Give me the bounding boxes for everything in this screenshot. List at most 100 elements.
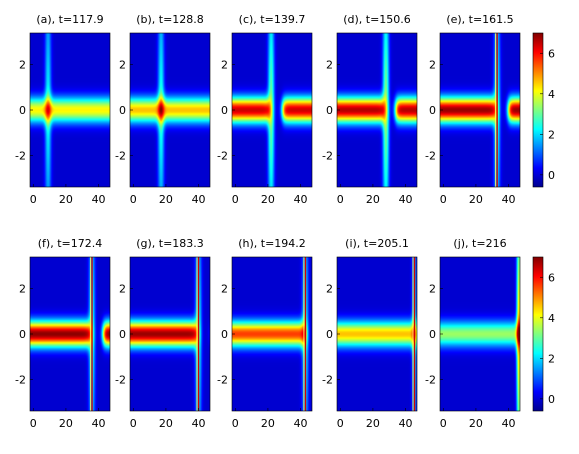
x-tick-label: 20 bbox=[159, 193, 173, 206]
x-tick-label: 40 bbox=[294, 193, 308, 206]
x-tick-label: 20 bbox=[59, 417, 73, 430]
y-tick-label: 2 bbox=[326, 283, 333, 296]
colorbar-tick-label: 4 bbox=[548, 88, 555, 101]
y-tick-label: -2 bbox=[115, 149, 126, 162]
panel-title: (a), t=117.9 bbox=[36, 13, 103, 26]
y-tick-label: -2 bbox=[322, 373, 333, 386]
y-tick-label: 0 bbox=[326, 328, 333, 341]
y-tick-label: -2 bbox=[217, 149, 228, 162]
y-tick-label: 2 bbox=[119, 283, 126, 296]
y-tick-label: 2 bbox=[429, 283, 436, 296]
x-tick-label: 20 bbox=[261, 417, 275, 430]
colorbar-tick-label: 2 bbox=[548, 352, 555, 365]
y-tick-label: 0 bbox=[221, 104, 228, 117]
heatmap-image bbox=[337, 33, 417, 187]
panel-title: (b), t=128.8 bbox=[136, 13, 204, 26]
y-tick-label: 0 bbox=[119, 328, 126, 341]
colorbar-tick-label: 6 bbox=[548, 47, 555, 60]
x-tick-label: 40 bbox=[399, 417, 413, 430]
x-tick-label: 20 bbox=[366, 193, 380, 206]
y-tick-label: 2 bbox=[19, 59, 26, 72]
y-tick-label: 0 bbox=[221, 328, 228, 341]
y-tick-label: 2 bbox=[221, 283, 228, 296]
y-tick-label: -2 bbox=[425, 149, 436, 162]
colorbar: 0 2 4 6 bbox=[533, 257, 555, 411]
x-tick-label: 0 bbox=[130, 417, 137, 430]
x-tick-label: 40 bbox=[192, 417, 206, 430]
heatmap-image bbox=[30, 257, 110, 411]
panel-title: (c), t=139.7 bbox=[239, 13, 306, 26]
x-tick-label: 0 bbox=[232, 193, 239, 206]
colorbar-tick-label: 0 bbox=[548, 393, 555, 406]
x-tick-label: 40 bbox=[92, 417, 106, 430]
x-tick-label: 40 bbox=[399, 193, 413, 206]
y-tick-label: 2 bbox=[326, 59, 333, 72]
y-tick-label: 0 bbox=[429, 104, 436, 117]
y-tick-label: 0 bbox=[19, 328, 26, 341]
colorbars: 0 2 4 6 0 2 4 6 bbox=[533, 33, 555, 411]
y-tick-label: -2 bbox=[217, 373, 228, 386]
colorbar-tick-label: 0 bbox=[548, 169, 555, 182]
panel-title: (i), t=205.1 bbox=[345, 237, 409, 250]
colorbar: 0 2 4 6 bbox=[533, 33, 555, 187]
panel-title: (h), t=194.2 bbox=[238, 237, 306, 250]
heatmap-image bbox=[130, 33, 210, 187]
y-tick-label: -2 bbox=[322, 149, 333, 162]
x-tick-label: 40 bbox=[502, 193, 516, 206]
x-tick-label: 20 bbox=[469, 193, 483, 206]
y-tick-label: 0 bbox=[429, 328, 436, 341]
x-tick-label: 20 bbox=[59, 193, 73, 206]
heatmap-image bbox=[440, 257, 520, 411]
x-tick-label: 0 bbox=[130, 193, 137, 206]
x-tick-label: 20 bbox=[469, 417, 483, 430]
x-tick-label: 40 bbox=[92, 193, 106, 206]
x-tick-label: 0 bbox=[440, 193, 447, 206]
x-tick-label: 0 bbox=[440, 417, 447, 430]
heatmap-image bbox=[232, 33, 312, 187]
x-tick-label: 0 bbox=[232, 417, 239, 430]
heatmap-image bbox=[232, 257, 312, 411]
x-tick-label: 0 bbox=[30, 193, 37, 206]
x-tick-label: 20 bbox=[261, 193, 275, 206]
colorbar-gradient bbox=[533, 33, 543, 187]
y-tick-label: -2 bbox=[425, 373, 436, 386]
colorbar-tick-label: 2 bbox=[548, 128, 555, 141]
colorbar-tick-label: 4 bbox=[548, 312, 555, 325]
panel-title: (j), t=216 bbox=[453, 237, 506, 250]
x-tick-label: 40 bbox=[192, 193, 206, 206]
x-tick-label: 40 bbox=[294, 417, 308, 430]
y-tick-label: 0 bbox=[119, 104, 126, 117]
x-tick-label: 0 bbox=[337, 193, 344, 206]
x-tick-label: 20 bbox=[159, 417, 173, 430]
panel-title: (f), t=172.4 bbox=[38, 237, 102, 250]
y-tick-label: 2 bbox=[221, 59, 228, 72]
y-tick-label: 0 bbox=[19, 104, 26, 117]
heatmap-image bbox=[440, 33, 520, 187]
y-tick-label: 0 bbox=[326, 104, 333, 117]
heatmap-image bbox=[30, 33, 110, 187]
colorbar-tick-label: 6 bbox=[548, 271, 555, 284]
y-tick-label: -2 bbox=[15, 149, 26, 162]
y-tick-label: 2 bbox=[19, 283, 26, 296]
heatmap-image bbox=[337, 257, 417, 411]
y-tick-label: -2 bbox=[15, 373, 26, 386]
x-tick-label: 0 bbox=[337, 417, 344, 430]
y-tick-label: 2 bbox=[429, 59, 436, 72]
y-tick-label: 2 bbox=[119, 59, 126, 72]
x-tick-label: 40 bbox=[502, 417, 516, 430]
colorbar-gradient bbox=[533, 257, 543, 411]
panel-title: (d), t=150.6 bbox=[343, 13, 411, 26]
panel-title: (e), t=161.5 bbox=[446, 13, 513, 26]
